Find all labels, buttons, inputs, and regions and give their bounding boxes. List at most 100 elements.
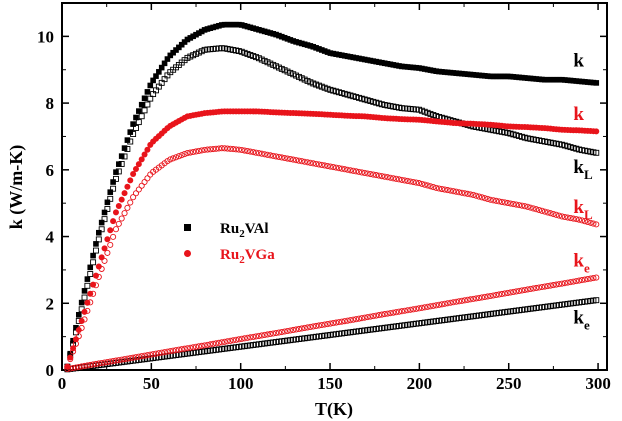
data-point xyxy=(333,51,339,57)
data-point xyxy=(344,317,351,324)
data-point xyxy=(547,282,554,289)
data-point xyxy=(70,364,77,372)
data-point xyxy=(410,178,417,186)
data-point xyxy=(519,74,525,81)
data-point xyxy=(187,149,194,156)
data-point xyxy=(358,169,365,176)
data-point xyxy=(107,195,114,202)
data-point xyxy=(504,199,511,207)
data-point xyxy=(244,148,251,155)
data-point xyxy=(72,340,79,347)
data-point xyxy=(324,162,331,170)
data-point xyxy=(404,307,411,314)
data-point xyxy=(533,206,540,213)
data-point xyxy=(455,189,463,196)
data-point xyxy=(255,150,262,157)
data-point xyxy=(293,157,300,164)
data-point xyxy=(210,145,217,153)
data-point xyxy=(479,72,485,79)
data-point xyxy=(567,279,574,286)
data-point xyxy=(579,78,585,85)
data-point xyxy=(121,190,128,197)
data-point xyxy=(90,290,97,297)
data-point xyxy=(118,215,125,222)
data-point xyxy=(524,203,531,210)
data-point xyxy=(104,358,111,366)
data-point xyxy=(310,43,317,50)
data-point xyxy=(456,70,462,77)
data-point xyxy=(198,147,205,154)
data-point xyxy=(175,153,182,160)
data-point xyxy=(441,300,448,307)
legend-label: Ru2VAl xyxy=(220,221,269,240)
data-point xyxy=(355,168,363,175)
data-point xyxy=(593,80,600,86)
data-point xyxy=(190,148,197,156)
data-point xyxy=(130,194,137,201)
data-point xyxy=(398,308,405,315)
data-point xyxy=(556,281,563,288)
data-point xyxy=(110,233,117,240)
data-point xyxy=(181,39,188,45)
data-point xyxy=(539,76,545,83)
legend-marker xyxy=(184,250,191,257)
data-point xyxy=(573,216,580,223)
data-point xyxy=(421,304,428,311)
data-point xyxy=(290,326,297,334)
data-point xyxy=(370,313,377,320)
data-point xyxy=(379,59,385,66)
data-point xyxy=(78,299,85,306)
data-point xyxy=(521,286,528,293)
data-point xyxy=(567,215,574,222)
data-point xyxy=(181,345,188,352)
data-point xyxy=(524,286,531,293)
data-point xyxy=(321,321,328,328)
data-point xyxy=(313,322,320,330)
series-Ru2VGa-ke xyxy=(64,274,600,373)
data-point xyxy=(212,340,220,347)
data-point xyxy=(458,297,465,304)
data-point xyxy=(304,42,311,48)
curve-annotations: k k kL kL ke ke xyxy=(573,50,593,332)
data-point xyxy=(215,145,222,152)
data-point xyxy=(541,283,548,290)
data-point xyxy=(556,212,563,219)
x-axis-label: T(K) xyxy=(315,399,353,420)
data-point xyxy=(484,195,491,202)
data-point xyxy=(324,320,331,328)
data-point xyxy=(310,160,317,167)
data-point xyxy=(210,340,217,347)
data-point xyxy=(416,65,422,71)
data-point xyxy=(461,297,468,304)
data-point xyxy=(375,172,383,179)
data-point xyxy=(542,76,548,83)
data-point xyxy=(476,72,482,79)
data-point xyxy=(70,337,76,344)
data-point xyxy=(293,39,299,45)
data-point xyxy=(164,348,171,355)
data-point xyxy=(98,226,105,233)
data-point xyxy=(464,296,471,303)
data-point xyxy=(373,312,380,319)
y-tick-label: 4 xyxy=(46,228,55,247)
data-point xyxy=(484,293,491,300)
data-point xyxy=(221,145,228,152)
data-point xyxy=(393,175,400,182)
data-point xyxy=(433,68,439,74)
data-point xyxy=(564,279,571,286)
data-point xyxy=(278,328,285,336)
data-point xyxy=(499,73,505,80)
data-point xyxy=(524,75,531,81)
data-point xyxy=(438,301,445,308)
data-point xyxy=(261,331,268,338)
series-Ru2VGa-k xyxy=(64,108,600,370)
data-point xyxy=(427,67,434,73)
data-point xyxy=(361,56,368,63)
legend-marker xyxy=(184,224,191,231)
data-point xyxy=(70,345,77,352)
data-point xyxy=(181,151,188,158)
data-point xyxy=(441,186,448,193)
data-point xyxy=(367,170,374,178)
data-point xyxy=(187,344,194,351)
data-point xyxy=(224,338,231,345)
